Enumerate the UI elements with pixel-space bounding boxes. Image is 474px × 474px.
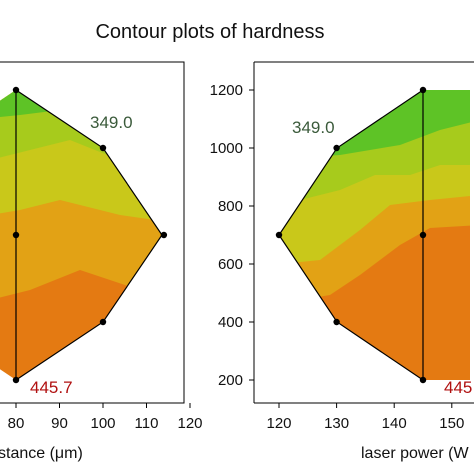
right-y-tick-label-1: 400 [218,314,243,331]
left-x-axis-label: stance (μm) [0,445,83,462]
left-x-tick-label-0: 80 [8,415,25,432]
left-design-point-1 [99,144,107,152]
left-design-point-2 [160,231,168,239]
left-hull [15,88,163,382]
right-x-tick-label-0: 120 [266,415,291,432]
left-x-tick-label-2: 100 [90,415,115,432]
left-x-tick-label-1: 90 [51,415,68,432]
left-annotation-min: 349.0 [90,113,133,132]
left-annotation-max: 445.7 [30,378,73,397]
left-axis-frame [0,61,185,404]
left-design-point-0 [12,86,20,94]
left-contour-panel: 80 90 100 110 120 349.0 445.7 stance (μm) [0,61,203,462]
right-x-tick-label-1: 130 [324,415,349,432]
right-x-axis-label: laser power (W [361,445,469,462]
left-design-point-3 [12,231,20,239]
right-y-ticks: 200 400 600 800 1000 1200 [210,82,254,389]
right-design-point-0 [419,86,427,94]
left-x-ticks: 80 90 100 110 120 [8,403,203,432]
left-x-tick-label-4: 120 [177,415,202,432]
right-hull [278,88,424,382]
left-design-points [12,86,168,384]
right-design-point-3 [419,231,427,239]
left-design-point-4 [99,318,107,326]
right-design-point-2 [275,231,283,239]
right-y-tick-label-0: 200 [218,372,243,389]
right-x-tick-label-2: 140 [382,415,407,432]
right-design-point-5 [419,376,427,384]
right-y-tick-label-4: 1000 [210,140,243,157]
right-annotation-min: 349.0 [292,118,335,137]
right-design-points [275,86,427,384]
right-y-tick-label-5: 1200 [210,82,243,99]
right-design-point-1 [333,144,340,152]
left-x-tick-label-3: 110 [135,415,159,432]
left-design-point-5 [12,376,20,384]
right-y-tick-label-2: 600 [218,256,243,273]
right-y-tick-label-3: 800 [218,198,243,215]
right-x-tick-label-3: 150 [439,415,464,432]
right-x-ticks: 120 130 140 150 [266,403,464,432]
chart-title: Contour plots of hardness [95,21,324,43]
right-design-point-4 [333,318,340,326]
right-annotation-max: 445 [444,378,472,397]
